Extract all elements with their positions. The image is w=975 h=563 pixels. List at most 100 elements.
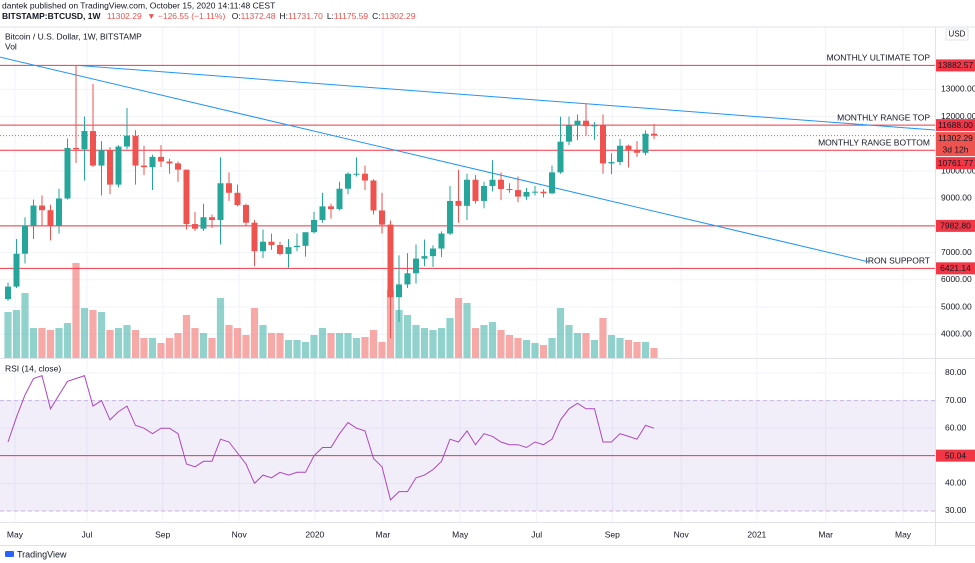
candle-body (302, 232, 309, 246)
candle-body (21, 225, 28, 254)
candle-body (183, 169, 190, 225)
rsi-tick-label: 60.00 (945, 422, 967, 432)
volume-bar (131, 330, 140, 358)
volume-bar (539, 345, 548, 358)
level-annotation: IRON SUPPORT (865, 256, 930, 266)
candle-body (642, 133, 649, 153)
volume-bar (437, 328, 446, 358)
candle-body (463, 179, 470, 206)
candle-body (531, 191, 538, 193)
candle-body (557, 141, 564, 173)
y-tick-label: 6000.00 (941, 274, 972, 284)
volume-bar (12, 310, 21, 358)
currency[interactable]: USD (949, 30, 966, 39)
candle-body (64, 147, 71, 199)
volume-bar (165, 338, 174, 358)
volume-bar (522, 340, 531, 358)
ohlc-value: 11175.59 (334, 11, 368, 21)
volume-bar (420, 328, 429, 358)
volume-bar (106, 330, 114, 358)
x-tick-label: May (7, 529, 24, 539)
candle-body (625, 145, 632, 150)
volume-bar (556, 308, 565, 358)
volume-bar (505, 335, 514, 358)
volume-bar (284, 340, 293, 358)
x-tick-label: May (895, 529, 912, 539)
volume-bar (318, 328, 327, 358)
candle-body (574, 120, 581, 126)
candle-body (4, 286, 11, 300)
volume-bar (514, 338, 522, 358)
volume-bar (182, 315, 191, 358)
trendline (0, 56, 871, 263)
candle-body (472, 179, 479, 201)
candle-body (217, 183, 224, 220)
volume-bar (310, 335, 318, 358)
price-label-bg (936, 59, 975, 72)
candle-body (208, 217, 215, 220)
volume-bar (55, 328, 63, 358)
y-tick-label: 5000.00 (941, 301, 972, 311)
candle-body (310, 219, 317, 233)
candle-body (650, 133, 657, 136)
volume-bar (497, 330, 505, 358)
x-tick-label: Sep (155, 529, 170, 539)
logo-text: TradingView (17, 549, 67, 559)
volume-bar (191, 328, 199, 358)
volume-bar (446, 318, 454, 358)
candle-body (98, 150, 105, 166)
volume-bar (599, 318, 607, 358)
volume-bar (80, 308, 89, 358)
candle-body (616, 145, 623, 163)
x-tick-label: Jul (82, 529, 93, 539)
candle-body (132, 135, 139, 166)
price-label: 11688.00 (938, 120, 973, 130)
candle-body (523, 191, 530, 197)
candle-body (123, 135, 130, 147)
price-label: 10761.77 (938, 158, 974, 168)
volume-bar (403, 315, 412, 358)
volume-bar (123, 325, 131, 358)
rsi-level-label-bg (936, 449, 975, 462)
candle-body (387, 224, 394, 298)
volume-bar (607, 335, 616, 358)
candle-body (608, 162, 615, 164)
volume-bar (641, 342, 650, 358)
symbol: BITSTAMP:BTCUSD, 1W (2, 11, 102, 21)
volume-bar (140, 338, 148, 358)
countdown-label: 3d 12h (943, 144, 969, 154)
trendline (77, 64, 935, 131)
x-tick-label: 2020 (305, 529, 324, 539)
candle-body (30, 205, 37, 226)
ohlc-key: L: (327, 11, 334, 21)
ohlc-value: 11731.70 (288, 11, 323, 21)
volume-bar (361, 337, 369, 358)
x-tick-label: May (452, 529, 469, 539)
price-label: 13882.57 (938, 60, 974, 70)
volume-bar (199, 333, 208, 358)
candle-body (200, 217, 207, 229)
volume-bar (352, 338, 361, 358)
price-label: 11302.29 (938, 133, 973, 143)
volume-bar (148, 338, 157, 358)
candle-body (506, 188, 513, 191)
currency-box[interactable] (945, 28, 969, 41)
volume-bar (327, 333, 335, 358)
price-label-bg (936, 157, 975, 170)
volume-bar (293, 340, 301, 358)
volume-bar (208, 338, 216, 358)
y-tick-label: 13000.00 (941, 84, 975, 94)
candle-body (259, 241, 266, 252)
symbol-header: BITSTAMP:BTCUSD, 1W 11302.29 ▼ −126.55 (… (2, 11, 416, 21)
candle-body (149, 156, 156, 168)
price-label-bg (936, 119, 975, 132)
candle-body (497, 179, 504, 189)
ohlc-key: C: (372, 11, 381, 21)
candle-body (353, 173, 360, 175)
rsi-tick-label: 80.00 (945, 367, 967, 377)
volume-bar (624, 340, 633, 358)
ohlc-key: H: (280, 11, 289, 21)
volume-bar (242, 335, 250, 358)
change: ▼ −126.55 (−1.11%) (147, 11, 225, 21)
